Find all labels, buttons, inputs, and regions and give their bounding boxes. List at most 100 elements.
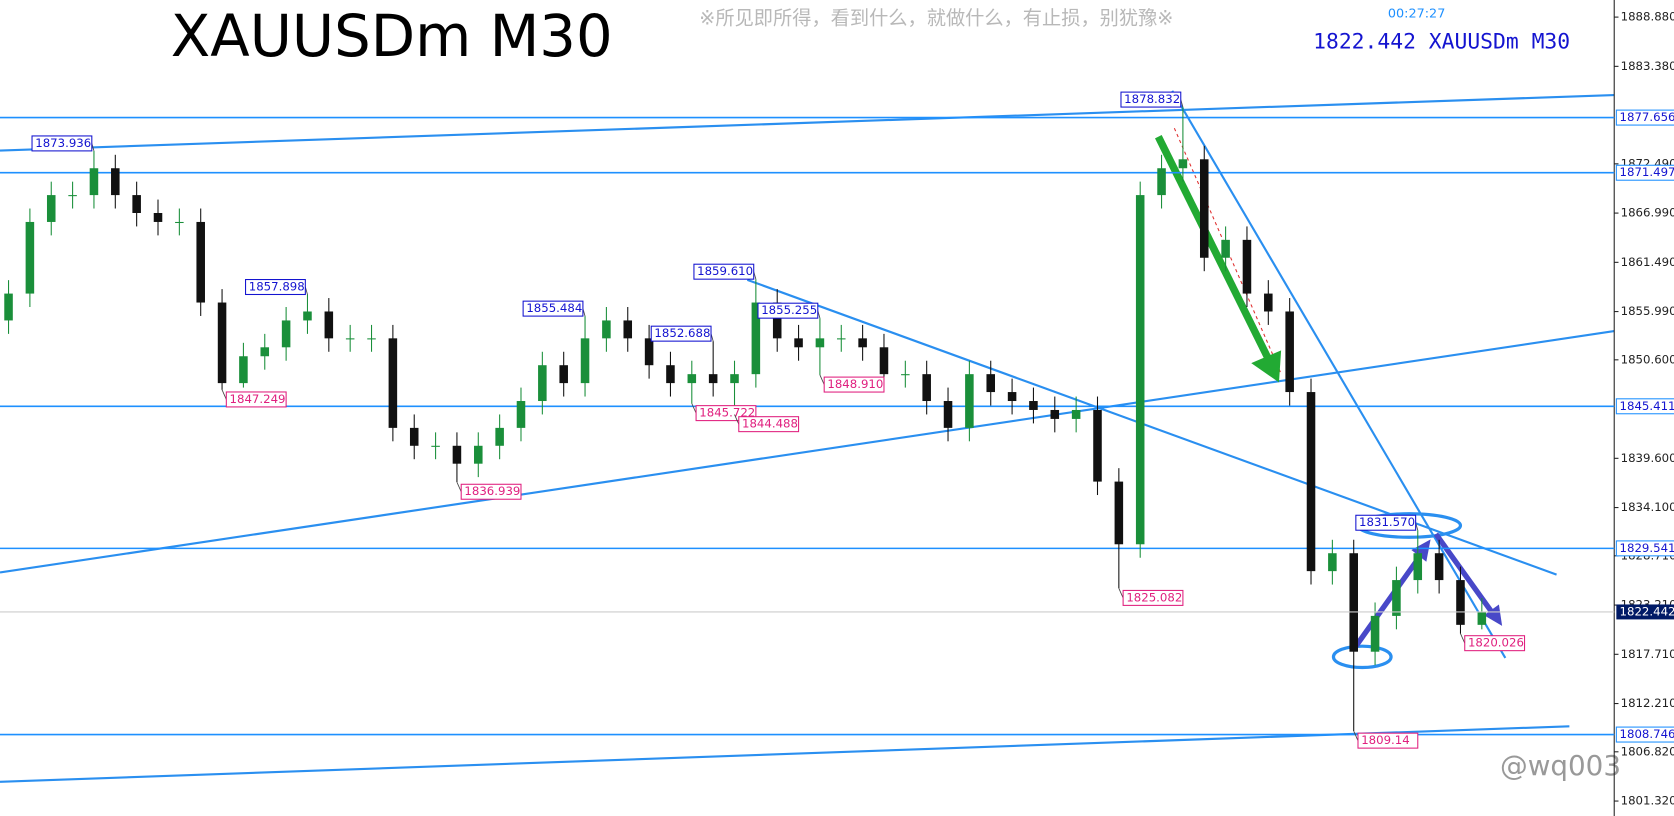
annotation-box	[1357, 732, 1419, 749]
annotation-label: 1844.488	[742, 417, 798, 431]
annotation-leader	[1118, 588, 1124, 599]
annotation-box	[650, 325, 712, 342]
annotation-leader	[221, 389, 227, 400]
candle-body	[1306, 392, 1316, 572]
annotation-label: 1855.255	[761, 303, 817, 317]
candle-body	[303, 311, 312, 321]
annotation-label: 1809.14	[1361, 733, 1410, 747]
candle-body	[730, 374, 739, 384]
candle-body	[1242, 239, 1252, 294]
watermark: @wq003	[1500, 749, 1621, 782]
trend-line	[0, 725, 1570, 783]
annotation-box	[1122, 589, 1184, 606]
annotation-label: 1831.570	[1359, 515, 1415, 529]
arrow	[1154, 135, 1274, 365]
candle-body	[1434, 553, 1444, 581]
level-label: 1808.746	[1620, 727, 1674, 741]
candle-body	[666, 365, 675, 384]
candle-body	[153, 212, 163, 222]
candle-body	[772, 302, 782, 339]
arrow-head	[1251, 350, 1282, 383]
candle-body	[1050, 409, 1060, 419]
annotation-label: 1855.484	[526, 301, 582, 315]
candle-body	[281, 320, 291, 348]
annotation-label: 1848.910	[827, 377, 883, 391]
candle-body	[431, 445, 440, 447]
arrow	[1353, 551, 1425, 648]
y-tick-label: 1866.990	[1621, 206, 1674, 220]
candle-body	[46, 195, 56, 222]
current-price-box	[1616, 604, 1674, 620]
level-box	[1615, 540, 1674, 557]
candle-body	[538, 365, 547, 402]
annotation-leader	[1353, 730, 1359, 741]
annotation-label: 1878.832	[1124, 92, 1180, 106]
candle-body	[68, 195, 77, 197]
level-box	[1615, 109, 1674, 126]
y-tick-label: 1812.210	[1621, 696, 1674, 710]
timer: 00:27:27	[1388, 6, 1445, 21]
annotation-box	[245, 279, 306, 296]
level-box	[1615, 726, 1674, 743]
candle-body	[4, 293, 13, 321]
candle-body	[89, 168, 99, 196]
candle-body	[901, 374, 910, 376]
candle-body	[1135, 195, 1145, 545]
candle-body	[25, 221, 35, 294]
candle-body	[239, 356, 248, 384]
arrow-head	[1411, 539, 1431, 562]
candle-body	[452, 445, 462, 464]
candle-body	[1007, 392, 1017, 402]
level-label: 1845.411	[1620, 399, 1674, 413]
annotation-box	[522, 300, 584, 317]
candle-body	[1114, 481, 1124, 545]
candle-body	[1264, 293, 1273, 312]
arrow	[1433, 532, 1495, 615]
annotation-leader	[1460, 633, 1466, 644]
candle-body	[132, 195, 141, 213]
y-tick-label: 1850.600	[1621, 352, 1674, 366]
candle-body	[751, 302, 761, 375]
candle-body	[1456, 580, 1465, 625]
annotation-label: 1859.610	[697, 264, 753, 278]
y-tick-label: 1834.100	[1621, 500, 1674, 514]
y-tick-label: 1801.320	[1621, 794, 1674, 808]
annotation-box	[31, 135, 93, 152]
annotation-box	[1120, 91, 1182, 108]
candle-body	[687, 374, 697, 384]
candle-body	[175, 221, 184, 224]
annotation-box	[225, 391, 287, 408]
annotation-leader	[819, 374, 825, 385]
annotation-leader	[456, 481, 462, 492]
candle-body	[388, 338, 398, 428]
annotation-label: 1825.082	[1126, 590, 1182, 604]
arrow-head	[1483, 604, 1503, 626]
candle-body	[1029, 401, 1038, 410]
current-price-label: 1822.442	[1620, 604, 1674, 618]
annotation-box	[757, 302, 819, 319]
annotation-label: 1847.249	[230, 392, 286, 406]
annotation-box	[1355, 514, 1417, 531]
price-header: 1822.442 XAUUSDm M30	[1313, 30, 1570, 55]
candle-body	[644, 338, 654, 366]
symbol: XAUUSDm M30	[1429, 30, 1570, 55]
candle-body	[837, 338, 846, 340]
chart-title: XAUUSDm M30	[171, 2, 613, 70]
annotation-box	[460, 483, 522, 500]
level-box	[1615, 164, 1674, 181]
trend-line	[0, 93, 1615, 152]
candle-body	[559, 365, 568, 384]
candle-body	[217, 302, 227, 384]
candle-body	[1157, 168, 1166, 196]
annotation-box	[1464, 635, 1526, 652]
annotation-leader	[734, 414, 740, 425]
candle-body	[345, 338, 355, 340]
annotation-box	[738, 416, 800, 433]
candle-body	[516, 401, 526, 428]
candle-body	[794, 338, 803, 348]
candle-body	[474, 445, 483, 464]
price: 1822.442	[1313, 30, 1416, 55]
slogan: ※所见即所得，看到什么，就做什么，有止损，别犹豫※	[699, 7, 1173, 30]
candle-body	[367, 338, 376, 340]
